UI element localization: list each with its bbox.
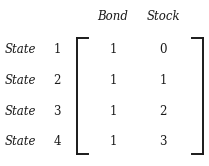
Text: 3: 3 <box>53 105 61 118</box>
Text: 1: 1 <box>109 74 117 87</box>
Text: 1: 1 <box>109 105 117 118</box>
Text: 1: 1 <box>159 74 167 87</box>
Text: 1: 1 <box>109 43 117 56</box>
Text: State: State <box>4 74 36 87</box>
Text: 0: 0 <box>159 43 167 56</box>
Text: State: State <box>4 43 36 56</box>
Text: State: State <box>4 105 36 118</box>
Text: 2: 2 <box>53 74 61 87</box>
Text: State: State <box>4 135 36 148</box>
Text: 2: 2 <box>159 105 167 118</box>
Text: 1: 1 <box>53 43 61 56</box>
Text: 1: 1 <box>109 135 117 148</box>
Text: Stock: Stock <box>146 10 180 23</box>
Text: 3: 3 <box>159 135 167 148</box>
Text: Bond: Bond <box>97 10 128 23</box>
Text: 4: 4 <box>53 135 61 148</box>
